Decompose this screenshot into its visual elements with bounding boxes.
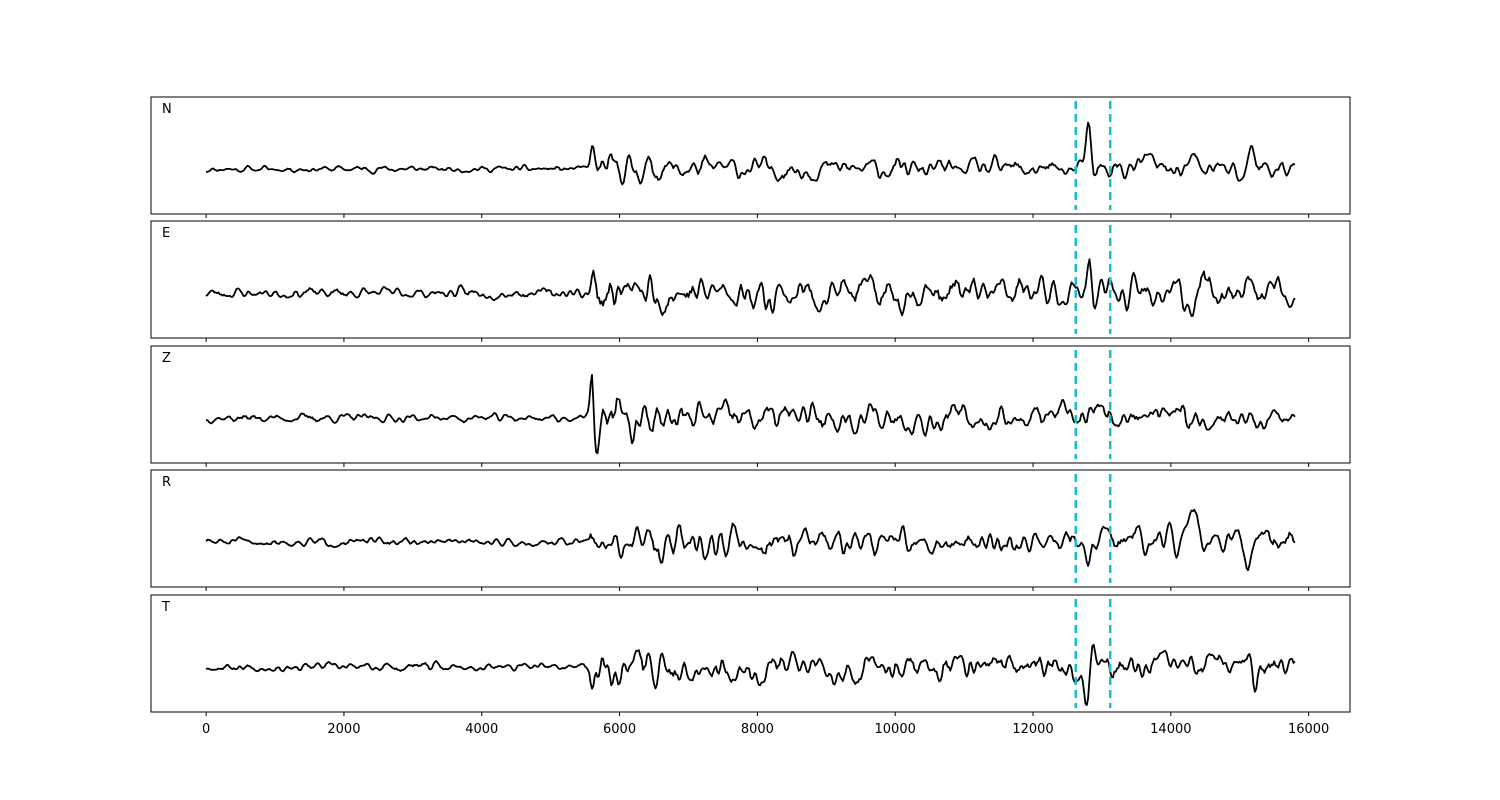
panel-frame	[150, 345, 1351, 464]
panel-t: T	[150, 594, 1351, 716]
panel-e: E	[150, 220, 1351, 342]
panel-label-e: E	[162, 226, 170, 241]
panel-n: N	[150, 96, 1351, 218]
waveform-trace-z	[205, 374, 1296, 455]
x-tick-label: 12000	[1012, 722, 1053, 737]
x-tick-label: 8000	[741, 722, 774, 737]
panel-z: Z	[150, 345, 1351, 467]
waveform-trace-n	[206, 121, 1296, 186]
x-tick-label: 6000	[603, 722, 636, 737]
panel-frame	[150, 220, 1351, 339]
x-tick-label: 0	[202, 722, 210, 737]
x-tick-label: 2000	[327, 722, 360, 737]
waveform-trace-t	[205, 643, 1296, 706]
panel-label-t: T	[161, 600, 170, 615]
x-tick-label: 14000	[1150, 722, 1191, 737]
panel-frame	[150, 594, 1351, 713]
panel-label-z: Z	[162, 351, 171, 366]
x-tick-label: 10000	[875, 722, 916, 737]
x-tick-label: 4000	[465, 722, 498, 737]
panel-label-n: N	[162, 102, 172, 117]
waveform-trace-r	[205, 508, 1296, 572]
x-axis: 0 2000 4000 6000 8000 10000 12000 14000 16000	[202, 722, 1329, 737]
panel-frame	[150, 469, 1351, 588]
panel-r: R	[150, 469, 1351, 591]
panel-frame	[150, 96, 1351, 215]
trace-panels: N E Z R T	[150, 96, 1351, 716]
x-tick-label: 16000	[1288, 722, 1329, 737]
waveform-trace-e	[205, 258, 1296, 317]
panel-label-r: R	[162, 475, 171, 490]
